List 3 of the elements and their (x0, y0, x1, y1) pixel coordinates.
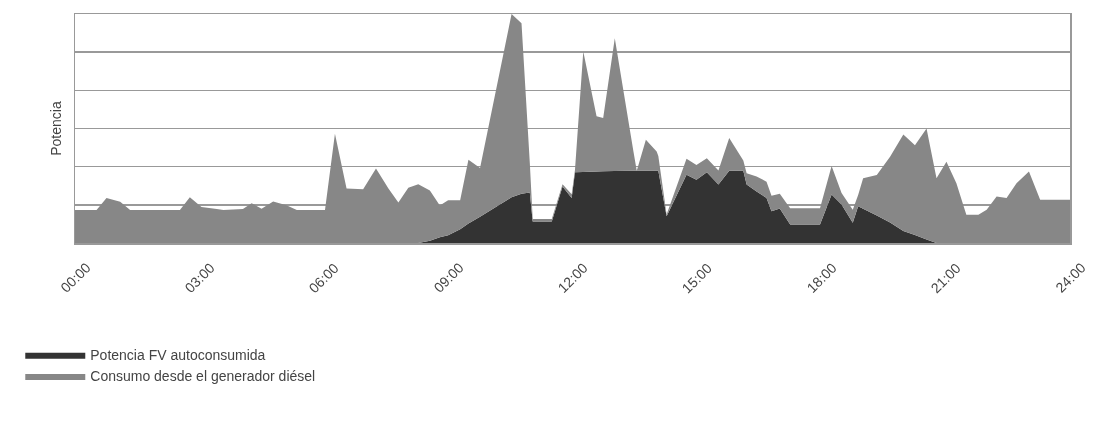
legend-label: Consumo desde el generador diésel (90, 368, 316, 385)
y-axis-title: Potencia (48, 101, 65, 156)
legend-label: Potencia FV autoconsumida (90, 347, 266, 364)
